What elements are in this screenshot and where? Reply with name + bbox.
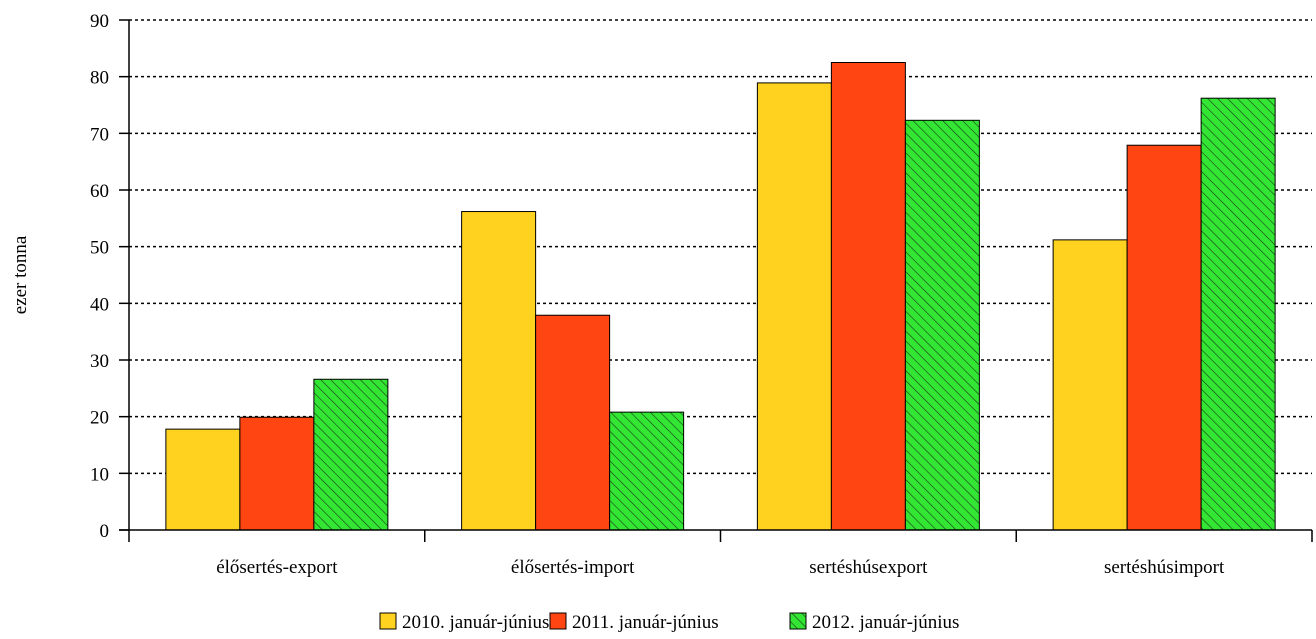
x-category-label: sertéshúsimport (1104, 557, 1225, 578)
bar-1-1 (165, 428, 241, 531)
bar-2-2 (535, 314, 611, 531)
legend-swatch-2 (549, 612, 567, 630)
y-tick-label: 70 (90, 124, 109, 145)
legend-label-3: 2012. január-június (812, 612, 959, 633)
y-tick-label: 60 (90, 181, 109, 202)
y-tick-label: 40 (90, 294, 109, 315)
bar-3-3 (904, 119, 980, 531)
x-category-label: élősertés-import (511, 557, 635, 578)
axis-labels: 0 10 20 30 40 50 60 70 80 90 élősertés-export élőse… (90, 11, 1225, 578)
bar-2-3 (830, 62, 906, 531)
y-axis-title: ezer tonna (10, 235, 31, 314)
x-category-label: élősertés-export (216, 557, 338, 578)
bar-1-3 (756, 82, 832, 531)
axes (119, 19, 1313, 542)
legend-label-1: 2010. január-június (402, 612, 549, 633)
bar-3-2 (609, 411, 685, 531)
legend: 2010. január-június 2011. január-június 20… (379, 612, 959, 633)
bar-3-4 (1200, 97, 1276, 531)
y-tick-label: 30 (90, 351, 109, 372)
y-tick-label: 20 (90, 408, 109, 429)
legend-label-2: 2011. január-június (572, 612, 719, 633)
y-tick-label: 10 (90, 464, 109, 485)
bar-2-4 (1126, 144, 1202, 531)
y-tick-label: 50 (90, 238, 109, 259)
y-tick-label: 0 (100, 521, 110, 542)
bar-2-1 (239, 416, 315, 531)
legend-swatch-1 (379, 612, 397, 630)
y-tick-label: 80 (90, 68, 109, 89)
legend-swatch-3 (789, 612, 807, 630)
bar-1-4 (1052, 239, 1128, 531)
y-tick-label: 90 (90, 11, 109, 32)
bar-1-2 (461, 211, 537, 531)
bars (165, 62, 1276, 531)
x-category-label: sertéshúsexport (809, 557, 928, 578)
bar-3-1 (313, 378, 389, 531)
